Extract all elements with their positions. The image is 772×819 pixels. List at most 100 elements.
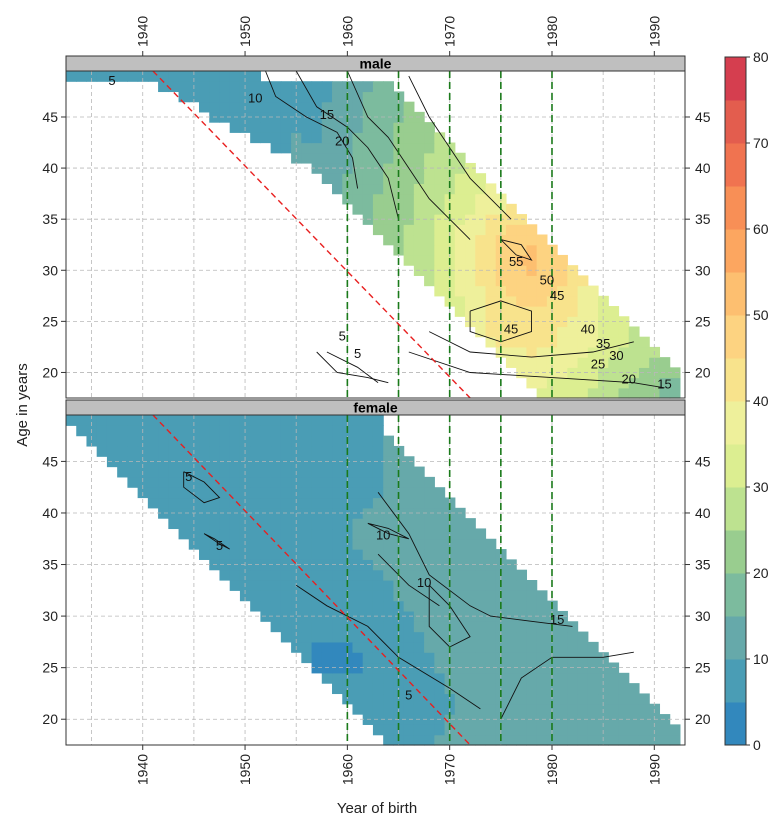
heatmap-cell	[413, 234, 425, 246]
heatmap-cell	[260, 549, 272, 560]
heatmap-cell	[557, 693, 568, 705]
heatmap-cell	[475, 693, 487, 705]
heatmap-cell	[362, 101, 374, 113]
heatmap-cell	[332, 435, 343, 447]
heatmap-cell	[158, 456, 169, 468]
heatmap-cell	[454, 734, 466, 746]
heatmap-cell	[250, 549, 261, 560]
heatmap-cell	[485, 244, 497, 256]
heatmap-cell	[526, 724, 538, 736]
heatmap-cell	[485, 559, 497, 571]
heatmap-cell	[270, 549, 282, 560]
heatmap-cell	[270, 487, 282, 499]
heatmap-cell	[608, 326, 620, 338]
heatmap-cell	[557, 703, 568, 715]
heatmap-cell	[372, 672, 384, 684]
heatmap-cell	[526, 641, 538, 653]
heatmap-cell	[465, 538, 476, 550]
heatmap-cell	[372, 600, 384, 612]
heatmap-cell	[465, 254, 476, 266]
heatmap-cell	[465, 662, 476, 674]
heatmap-cell	[454, 724, 466, 736]
heatmap-cell	[403, 466, 415, 478]
heatmap-cell	[557, 631, 568, 643]
heatmap-cell	[383, 476, 395, 488]
heatmap-cell	[332, 497, 343, 509]
heatmap-cell	[454, 549, 466, 560]
heatmap-cell	[209, 425, 221, 437]
heatmap-cell	[178, 497, 190, 509]
heatmap-cell	[557, 683, 568, 695]
colorbar-bin	[725, 530, 746, 574]
heatmap-cell	[188, 435, 200, 447]
heatmap-cell	[454, 295, 466, 307]
heatmap-cell	[352, 600, 364, 612]
heatmap-cell	[383, 435, 395, 447]
heatmap-cell	[219, 569, 231, 581]
heatmap-cell	[209, 538, 221, 550]
heatmap-cell	[403, 600, 415, 612]
heatmap-cell	[209, 549, 221, 560]
heatmap-cell	[352, 538, 364, 550]
heatmap-cell	[567, 346, 579, 358]
heatmap-cell	[280, 81, 292, 93]
heatmap-cell	[229, 569, 241, 581]
heatmap-cell	[362, 487, 374, 499]
heatmap-cell	[465, 193, 476, 205]
colorbar-bin	[725, 487, 746, 531]
y-tick-label: 35	[42, 557, 58, 573]
heatmap-cell	[137, 435, 149, 447]
heatmap-cell	[311, 456, 323, 468]
heatmap-cell	[454, 518, 466, 530]
heatmap-cell	[577, 357, 589, 368]
heatmap-cell	[76, 71, 88, 82]
contour-line	[428, 331, 634, 358]
heatmap-cell	[434, 244, 446, 256]
heatmap-cell	[250, 132, 261, 144]
heatmap-cell	[567, 326, 579, 338]
x-tick-label: 1950	[237, 754, 253, 785]
heatmap-cell	[352, 497, 364, 509]
y-tick-label: 35	[695, 557, 711, 573]
heatmap-cell	[465, 590, 476, 602]
heatmap-cell	[362, 445, 374, 457]
heatmap-cell	[465, 162, 476, 174]
heatmap-cell	[372, 415, 384, 426]
heatmap-cell	[362, 538, 374, 550]
heatmap-cell	[199, 71, 210, 82]
heatmap-cell	[260, 122, 272, 133]
heatmap-cell	[260, 101, 272, 113]
colorbar-bin	[725, 57, 746, 101]
colorbar-tick-label: 50	[753, 307, 769, 323]
heatmap-cell	[372, 81, 384, 93]
heatmap-cell	[147, 476, 159, 488]
heatmap-cell	[229, 91, 241, 103]
heatmap-cell	[106, 415, 118, 426]
y-tick-label: 40	[42, 505, 58, 521]
heatmap-cell	[383, 538, 395, 550]
heatmap-cell	[587, 693, 599, 705]
heatmap-cell	[424, 538, 435, 550]
heatmap-cell	[362, 569, 374, 581]
heatmap-cell	[352, 641, 364, 653]
heatmap-cell	[372, 590, 384, 602]
heatmap-cell	[413, 621, 425, 633]
heatmap-cell	[505, 734, 517, 746]
contour-line	[377, 492, 573, 627]
heatmap-cell	[342, 549, 354, 560]
heatmap-cell	[424, 528, 435, 540]
heatmap-cell	[352, 152, 364, 164]
heatmap-cell	[158, 507, 169, 519]
heatmap-cell	[383, 549, 395, 560]
heatmap-cell	[199, 507, 210, 519]
heatmap-cell	[372, 621, 384, 633]
heatmap-cell	[147, 445, 159, 457]
heatmap-cell	[199, 415, 210, 426]
heatmap-cell	[332, 152, 343, 164]
heatmap-cell	[516, 326, 528, 338]
heatmap-cell	[301, 152, 313, 164]
heatmap-cell	[372, 111, 384, 123]
heatmap-cell	[199, 81, 210, 93]
heatmap-cell	[516, 234, 528, 246]
